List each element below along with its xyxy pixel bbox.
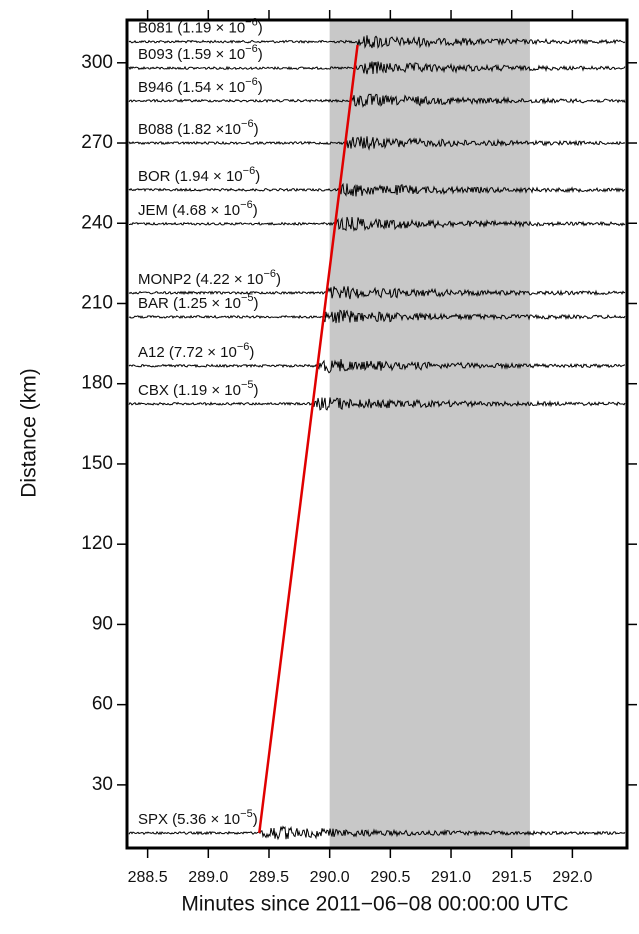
station-exponent: −6 bbox=[237, 341, 250, 353]
station-name: A12 (7.72 × 10 bbox=[138, 344, 237, 361]
station-exponent: −6 bbox=[263, 268, 276, 280]
x-tick-label: 288.5 bbox=[128, 869, 168, 886]
station-exponent: −6 bbox=[240, 199, 253, 211]
seismic-trace bbox=[128, 136, 626, 151]
station-name: BOR (1.94 × 10 bbox=[138, 168, 243, 185]
station-exponent: −6 bbox=[241, 118, 254, 130]
station-label: SPX (5.36 × 10−5) bbox=[138, 808, 258, 828]
time-window bbox=[329, 20, 530, 848]
station-label-end: ) bbox=[258, 79, 263, 96]
seismic-trace bbox=[129, 216, 626, 232]
y-axis-label: Distance (km) bbox=[18, 368, 41, 498]
moveout-line bbox=[258, 44, 359, 834]
station-label: BOR (1.94 × 10−6) bbox=[138, 165, 260, 185]
station-label-end: ) bbox=[253, 202, 258, 219]
y-tick-label: 180 bbox=[81, 373, 113, 394]
y-tick-label: 150 bbox=[81, 453, 113, 474]
station-label: CBX (1.19 × 10−5) bbox=[138, 379, 259, 399]
station-name: SPX (5.36 × 10 bbox=[138, 811, 240, 828]
station-name: BAR (1.25 × 10 bbox=[138, 295, 241, 312]
station-label: B093 (1.59 × 10−6) bbox=[138, 43, 263, 63]
x-tick-label: 290.0 bbox=[310, 869, 350, 886]
seismic-trace bbox=[128, 359, 626, 374]
plot-frame bbox=[125, 18, 629, 850]
y-tick-label: 90 bbox=[92, 613, 113, 634]
station-exponent: −6 bbox=[245, 76, 258, 88]
seismic-trace bbox=[128, 397, 626, 411]
seismic-trace bbox=[128, 93, 626, 108]
station-name: B093 (1.59 × 10 bbox=[138, 46, 245, 63]
x-axis-label: Minutes since 2011−06−08 00:00:00 UTC bbox=[181, 893, 568, 916]
station-exponent: −5 bbox=[241, 379, 254, 391]
y-tick-label: 240 bbox=[81, 212, 113, 233]
seismic-trace bbox=[128, 309, 626, 324]
station-label-end: ) bbox=[255, 168, 260, 185]
station-exponent: −6 bbox=[245, 17, 258, 29]
x-tick-label: 290.5 bbox=[370, 869, 410, 886]
x-tick-label: 292.0 bbox=[552, 869, 592, 886]
station-exponent: −6 bbox=[243, 165, 256, 177]
station-label: B946 (1.54 × 10−6) bbox=[138, 76, 263, 96]
station-exponent: −5 bbox=[240, 808, 253, 820]
y-tick-label: 210 bbox=[81, 293, 113, 314]
seismic-trace bbox=[128, 35, 626, 49]
station-label: BAR (1.25 × 10−5) bbox=[138, 292, 259, 312]
x-tick-label: 291.0 bbox=[431, 869, 471, 886]
station-label: B088 (1.82 ×10−6) bbox=[138, 118, 259, 138]
station-name: MONP2 (4.22 × 10 bbox=[138, 271, 263, 288]
station-label-end: ) bbox=[258, 46, 263, 63]
station-label-end: ) bbox=[254, 382, 259, 399]
seismic-trace bbox=[128, 825, 626, 841]
y-tick-label: 120 bbox=[81, 533, 113, 554]
station-exponent: −5 bbox=[241, 292, 254, 304]
y-tick-label: 30 bbox=[92, 774, 113, 795]
x-tick-label: 289.5 bbox=[249, 869, 289, 886]
y-tick-label: 270 bbox=[81, 132, 113, 153]
station-name: B088 (1.82 ×10 bbox=[138, 121, 241, 138]
station-label-end: ) bbox=[254, 295, 259, 312]
seismic-trace bbox=[128, 286, 626, 300]
station-name: JEM (4.68 × 10 bbox=[138, 202, 240, 219]
station-exponent: −6 bbox=[245, 43, 258, 55]
y-tick-label: 60 bbox=[92, 694, 113, 715]
station-name: B946 (1.54 × 10 bbox=[138, 79, 245, 96]
station-label-end: ) bbox=[249, 344, 254, 361]
station-label-end: ) bbox=[254, 121, 259, 138]
seismic-trace bbox=[128, 182, 626, 197]
station-label: JEM (4.68 × 10−6) bbox=[138, 199, 258, 219]
station-label: A12 (7.72 × 10−6) bbox=[138, 341, 254, 361]
y-tick-label: 300 bbox=[81, 52, 113, 73]
station-name: CBX (1.19 × 10 bbox=[138, 382, 241, 399]
station-label-end: ) bbox=[276, 271, 281, 288]
x-tick-label: 289.0 bbox=[188, 869, 228, 886]
station-label: MONP2 (4.22 × 10−6) bbox=[138, 268, 281, 288]
station-name: B081 (1.19 × 10 bbox=[138, 20, 245, 37]
station-label-end: ) bbox=[258, 20, 263, 37]
seismic-trace bbox=[128, 61, 626, 75]
x-tick-label: 291.5 bbox=[492, 869, 532, 886]
station-label-end: ) bbox=[253, 811, 258, 828]
